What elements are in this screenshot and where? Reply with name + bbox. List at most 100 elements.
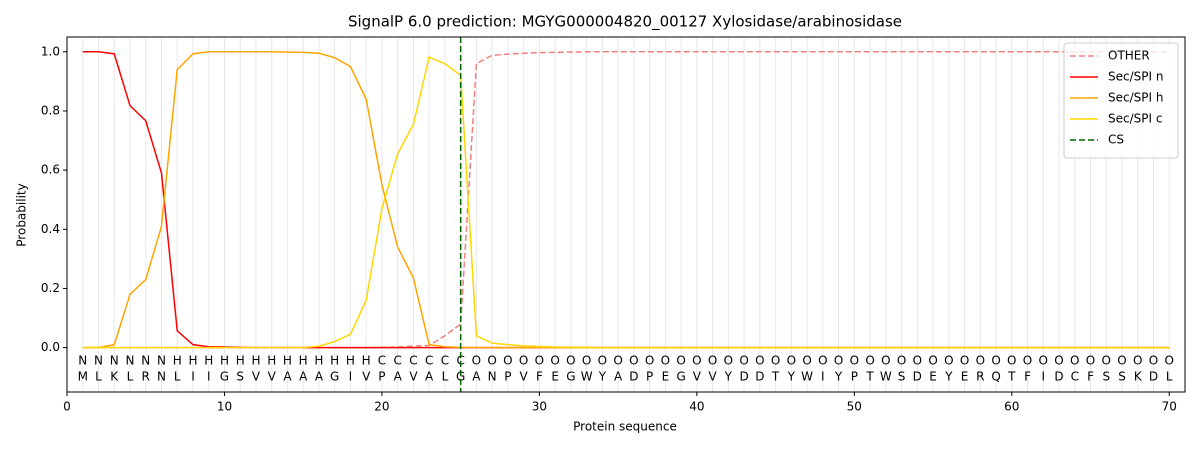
residue: L [95,370,102,384]
region-label: H [173,354,182,368]
residue: K [1134,370,1143,384]
y-tick-label: 0.2 [41,281,60,295]
residue: L [127,370,134,384]
region-label: O [960,354,969,368]
residue: A [299,370,308,384]
residue: E [551,370,559,384]
region-label: O [850,354,859,368]
series-line [82,51,1170,349]
region-label: O [661,354,670,368]
residue: Y [724,370,733,384]
region-label: O [1007,354,1016,368]
region-label: O [1023,354,1032,368]
residue: V [252,370,261,384]
residue: I [191,370,195,384]
residue: I [349,370,353,384]
region-label: O [550,354,559,368]
residue: A [283,370,292,384]
residue: C [1071,370,1079,384]
residue: T [771,370,780,384]
residue: A [425,370,434,384]
region-label: O [1054,354,1063,368]
residue: A [394,370,403,384]
residue: I [207,370,211,384]
region-label: O [724,354,733,368]
series-line [82,51,1170,349]
residue: W [880,370,892,384]
x-tick-label: 40 [689,400,704,414]
region-label: O [881,354,890,368]
residue: L [174,370,181,384]
region-label: O [755,354,764,368]
residue: Y [598,370,607,384]
residue: G [456,370,465,384]
region-label: N [141,354,150,368]
residue: R [142,370,150,384]
residue: V [362,370,371,384]
residue: V [693,370,702,384]
region-label: O [771,354,780,368]
region-label: O [1039,354,1048,368]
region-label: O [944,354,953,368]
residue: I [821,370,825,384]
region-label: N [125,354,134,368]
region-label: O [582,354,591,368]
region-label: O [676,354,685,368]
region-label: O [1086,354,1095,368]
residue: E [929,370,937,384]
residue: R [976,370,984,384]
region-label: O [535,354,544,368]
region-label: O [1102,354,1111,368]
x-axis-label: Protein sequence [573,420,677,434]
legend-label: Sec/SPI n [1108,70,1163,84]
legend-label: CS [1108,133,1124,147]
residue: Y [834,370,843,384]
residue: Y [787,370,796,384]
region-label: O [472,354,481,368]
residue: V [520,370,529,384]
residue: D [629,370,638,384]
residue: G [676,370,685,384]
region-label: H [267,354,276,368]
residue: N [488,370,497,384]
region-label: H [330,354,339,368]
residue: D [739,370,748,384]
x-tick-label: 70 [1162,400,1177,414]
residue: P [851,370,858,384]
region-label: H [204,354,213,368]
chart-title: SignalP 6.0 prediction: MGYG000004820_00… [348,13,902,32]
region-label: O [645,354,654,368]
residue: I [1042,370,1046,384]
residue: E [961,370,969,384]
region-label: O [802,354,811,368]
residue: P [378,370,385,384]
residue: T [1007,370,1016,384]
residue: G [566,370,575,384]
region-label: O [1149,354,1158,368]
residue: S [898,370,906,384]
region-label: O [487,354,496,368]
y-tick-label: 0.0 [41,340,60,354]
residue: L [442,370,449,384]
residue: P [504,370,511,384]
residue: V [268,370,277,384]
residue: F [1024,370,1031,384]
region-label: C [378,354,386,368]
region-label: N [157,354,166,368]
residue: V [409,370,418,384]
x-tick-label: 60 [1004,400,1019,414]
region-label: O [991,354,1000,368]
region-label: O [976,354,985,368]
residue: Q [991,370,1000,384]
residue: E [662,370,670,384]
region-label: C [456,354,464,368]
residue: D [1149,370,1158,384]
y-tick-label: 0.6 [41,163,60,177]
series-line [82,56,1170,349]
series-line [82,51,1170,349]
region-label: O [865,354,874,368]
region-label: H [251,354,260,368]
residue: S [1118,370,1126,384]
region-label: C [425,354,433,368]
residue: D [1054,370,1063,384]
